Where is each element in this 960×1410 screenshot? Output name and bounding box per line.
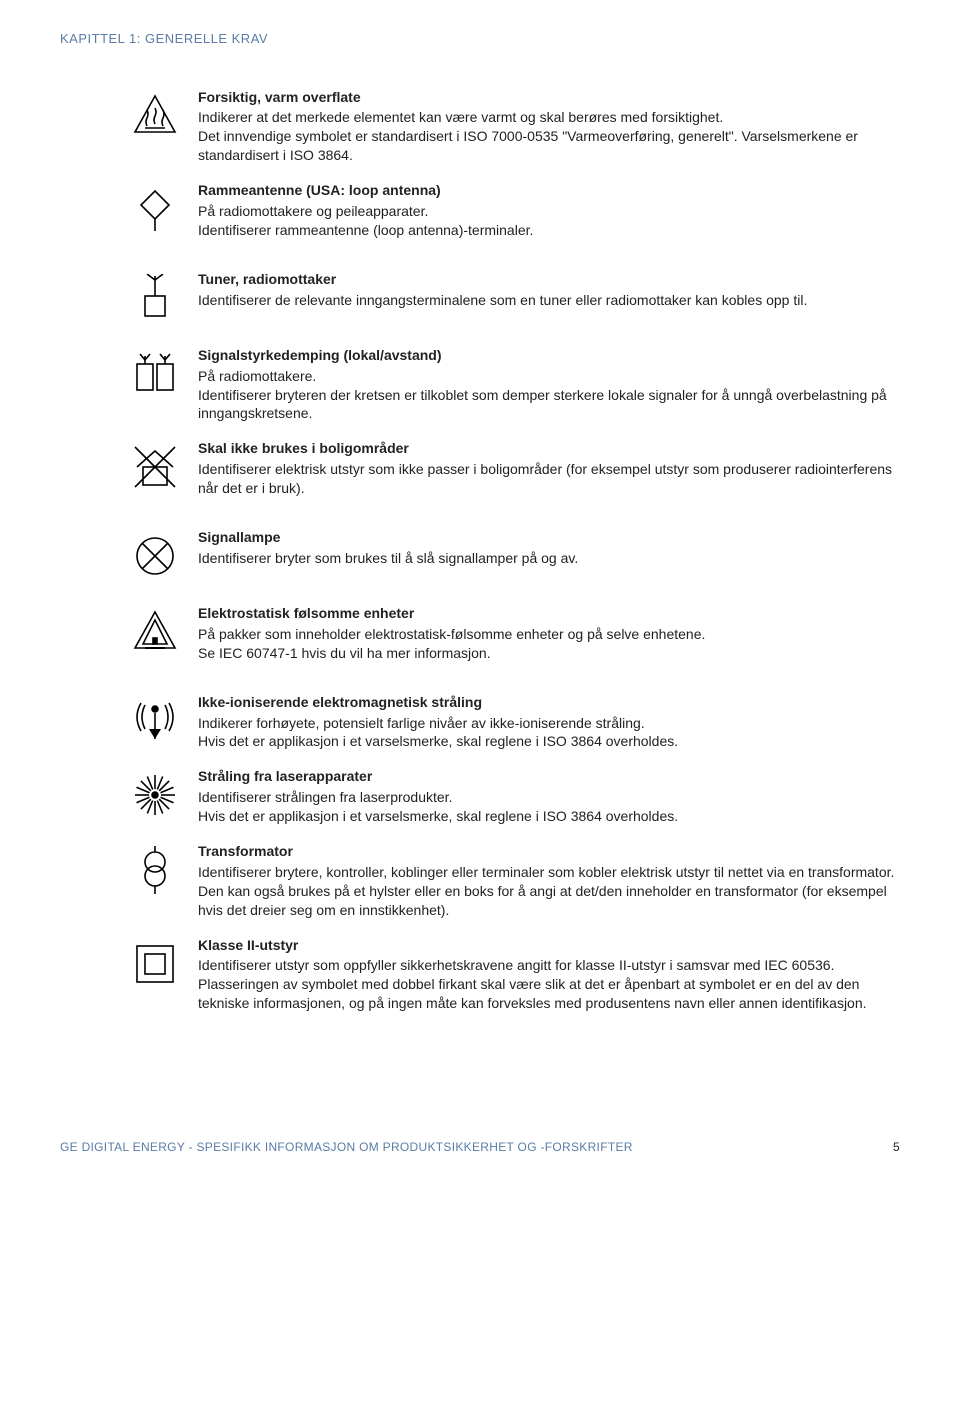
entry-body: På pakker som inneholder elektrostatisk-… bbox=[198, 625, 900, 663]
symbol-table: Forsiktig, varm overflateIndikerer at de… bbox=[120, 88, 900, 1020]
symbol-description: Forsiktig, varm overflateIndikerer at de… bbox=[190, 88, 900, 172]
symbol-row: Ikke-ioniserende elektromagnetisk stråli… bbox=[120, 693, 900, 758]
entry-body: Indikerer at det merkede elementet kan v… bbox=[198, 108, 900, 165]
symbol-row: Klasse II-utstyrIdentifiserer utstyr som… bbox=[120, 936, 900, 1020]
entry-title: Elektrostatisk følsomme enheter bbox=[198, 604, 900, 623]
entry-title: Klasse II-utstyr bbox=[198, 936, 900, 955]
section-spacer bbox=[120, 590, 900, 604]
symbol-description: Rammeantenne (USA: loop antenna) På radio… bbox=[190, 181, 900, 246]
symbol-row: Skal ikke brukes i boligområder Identifis… bbox=[120, 439, 900, 504]
page-number: 5 bbox=[893, 1139, 900, 1155]
symbol-row: Stråling fra laserapparater Identifiserer… bbox=[120, 767, 900, 832]
transformer-icon bbox=[120, 842, 190, 894]
esd-icon bbox=[120, 604, 190, 656]
class-ii-icon bbox=[120, 936, 190, 988]
section-spacer bbox=[120, 679, 900, 693]
entry-title: Transformator bbox=[198, 842, 900, 861]
signal-lamp-icon bbox=[120, 528, 190, 580]
entry-body: Identifiserer de relevante inngangstermi… bbox=[198, 291, 900, 310]
symbol-description: Signallampe Identifiserer bryter som bruk… bbox=[190, 528, 900, 574]
loop-antenna-icon bbox=[120, 181, 190, 233]
symbol-row: Signalstyrkedemping (lokal/avstand) På ra… bbox=[120, 346, 900, 430]
non-ionizing-icon bbox=[120, 693, 190, 745]
entry-title: Skal ikke brukes i boligområder bbox=[198, 439, 900, 458]
entry-body: Identifiserer brytere, kontroller, kobli… bbox=[198, 863, 900, 920]
symbol-row: Transformator Identifiserer brytere, kont… bbox=[120, 842, 900, 926]
entry-body: På radiomottakere og peileapparater.Iden… bbox=[198, 202, 900, 240]
symbol-row: Elektrostatisk følsomme enheter På pakker… bbox=[120, 604, 900, 669]
symbol-description: Ikke-ioniserende elektromagnetisk stråli… bbox=[190, 693, 900, 758]
entry-title: Signalstyrkedemping (lokal/avstand) bbox=[198, 346, 900, 365]
chapter-header: KAPITTEL 1: GENERELLE KRAV bbox=[60, 30, 900, 48]
symbol-description: Transformator Identifiserer brytere, kont… bbox=[190, 842, 900, 926]
entry-title: Stråling fra laserapparater bbox=[198, 767, 900, 786]
symbol-row: Tuner, radiomottaker Identifiserer de rel… bbox=[120, 270, 900, 322]
laser-icon bbox=[120, 767, 190, 819]
signal-atten-icon bbox=[120, 346, 190, 398]
entry-body: Identifiserer strålingen fra laserproduk… bbox=[198, 788, 900, 826]
entry-body: Identifiserer utstyr som oppfyller sikke… bbox=[198, 956, 900, 1013]
symbol-description: Klasse II-utstyrIdentifiserer utstyr som… bbox=[190, 936, 900, 1020]
entry-body: Identifiserer bryter som brukes til å sl… bbox=[198, 549, 900, 568]
symbol-description: Signalstyrkedemping (lokal/avstand) På ra… bbox=[190, 346, 900, 430]
section-spacer bbox=[120, 514, 900, 528]
symbol-row: Signallampe Identifiserer bryter som bruk… bbox=[120, 528, 900, 580]
hot-surface-icon bbox=[120, 88, 190, 140]
symbol-description: Tuner, radiomottaker Identifiserer de rel… bbox=[190, 270, 900, 316]
page-footer: GE DIGITAL ENERGY - SPESIFIKK INFORMASJO… bbox=[60, 1139, 900, 1155]
entry-body: Indikerer forhøyete, potensielt farlige … bbox=[198, 714, 900, 752]
footer-text: GE DIGITAL ENERGY - SPESIFIKK INFORMASJO… bbox=[60, 1139, 633, 1155]
tuner-icon bbox=[120, 270, 190, 322]
entry-title: Tuner, radiomottaker bbox=[198, 270, 900, 289]
symbol-description: Skal ikke brukes i boligområder Identifis… bbox=[190, 439, 900, 504]
symbol-description: Stråling fra laserapparater Identifiserer… bbox=[190, 767, 900, 832]
entry-title: Forsiktig, varm overflate bbox=[198, 88, 900, 107]
no-residential-icon bbox=[120, 439, 190, 491]
section-spacer bbox=[120, 332, 900, 346]
symbol-row: Rammeantenne (USA: loop antenna) På radio… bbox=[120, 181, 900, 246]
entry-title: Signallampe bbox=[198, 528, 900, 547]
entry-title: Rammeantenne (USA: loop antenna) bbox=[198, 181, 900, 200]
symbol-row: Forsiktig, varm overflateIndikerer at de… bbox=[120, 88, 900, 172]
symbol-description: Elektrostatisk følsomme enheter På pakker… bbox=[190, 604, 900, 669]
section-spacer bbox=[120, 256, 900, 270]
entry-body: Identifiserer elektrisk utstyr som ikke … bbox=[198, 460, 900, 498]
entry-title: Ikke-ioniserende elektromagnetisk stråli… bbox=[198, 693, 900, 712]
entry-body: På radiomottakere.Identifiserer bryteren… bbox=[198, 367, 900, 424]
